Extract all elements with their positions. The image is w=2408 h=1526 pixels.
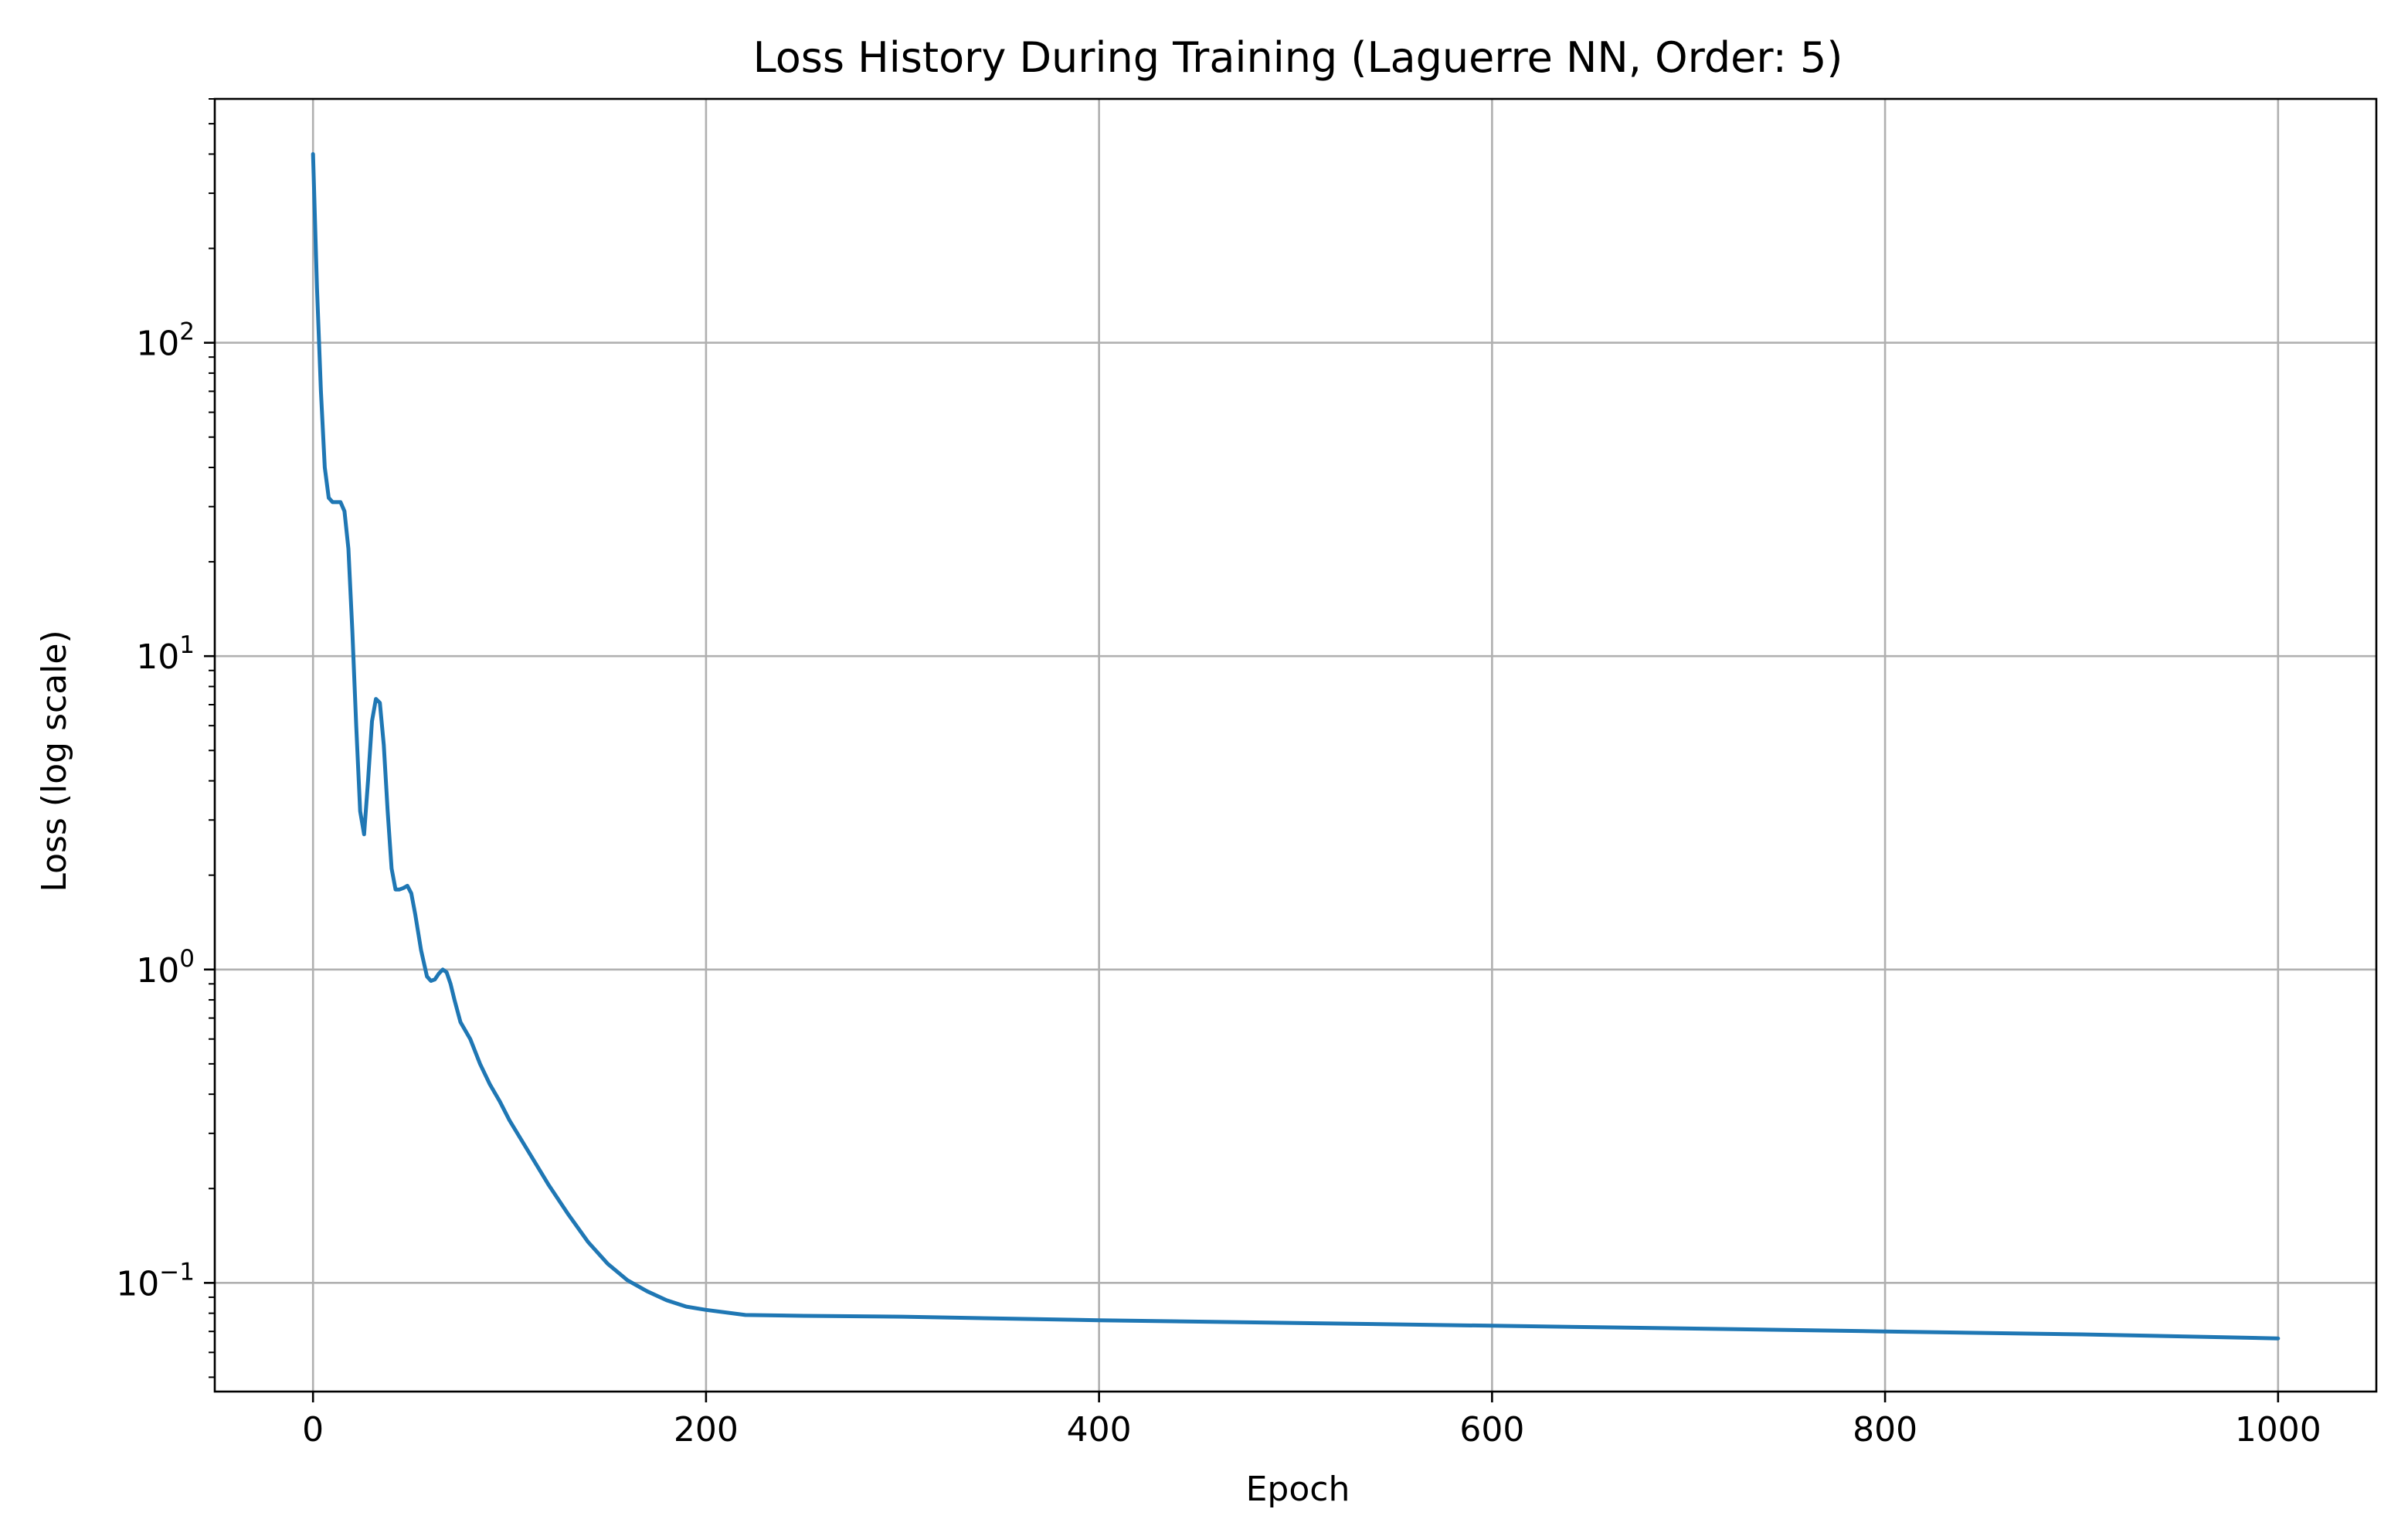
x-tick-label: 1000 bbox=[2235, 1410, 2321, 1450]
series-layer bbox=[311, 151, 2281, 1341]
tick-layer: 0 200 400 600 800 1000 10−1 100 101 102 bbox=[116, 98, 2321, 1450]
x-axis-label: Epoch bbox=[1246, 1470, 1350, 1509]
y-tick-label: 100 bbox=[136, 945, 195, 991]
y-tick-label: 10−1 bbox=[116, 1258, 195, 1303]
x-tick-label: 600 bbox=[1459, 1410, 1524, 1450]
grid-layer bbox=[215, 99, 2376, 1392]
loss-series-line bbox=[311, 151, 2281, 1341]
x-tick-label: 800 bbox=[1853, 1410, 1917, 1450]
x-tick-label: 200 bbox=[674, 1410, 739, 1450]
axes-layer bbox=[213, 97, 2378, 1393]
plot-frame bbox=[213, 97, 2378, 1393]
y-tick-label: 101 bbox=[136, 631, 195, 677]
y-axis-label: Loss (log scale) bbox=[35, 630, 74, 892]
x-tick-label: 400 bbox=[1067, 1410, 1132, 1450]
y-tick-label: 102 bbox=[136, 318, 195, 364]
x-tick-label: 0 bbox=[302, 1410, 324, 1450]
chart-title: Loss History During Training (Laguerre N… bbox=[753, 33, 1843, 82]
